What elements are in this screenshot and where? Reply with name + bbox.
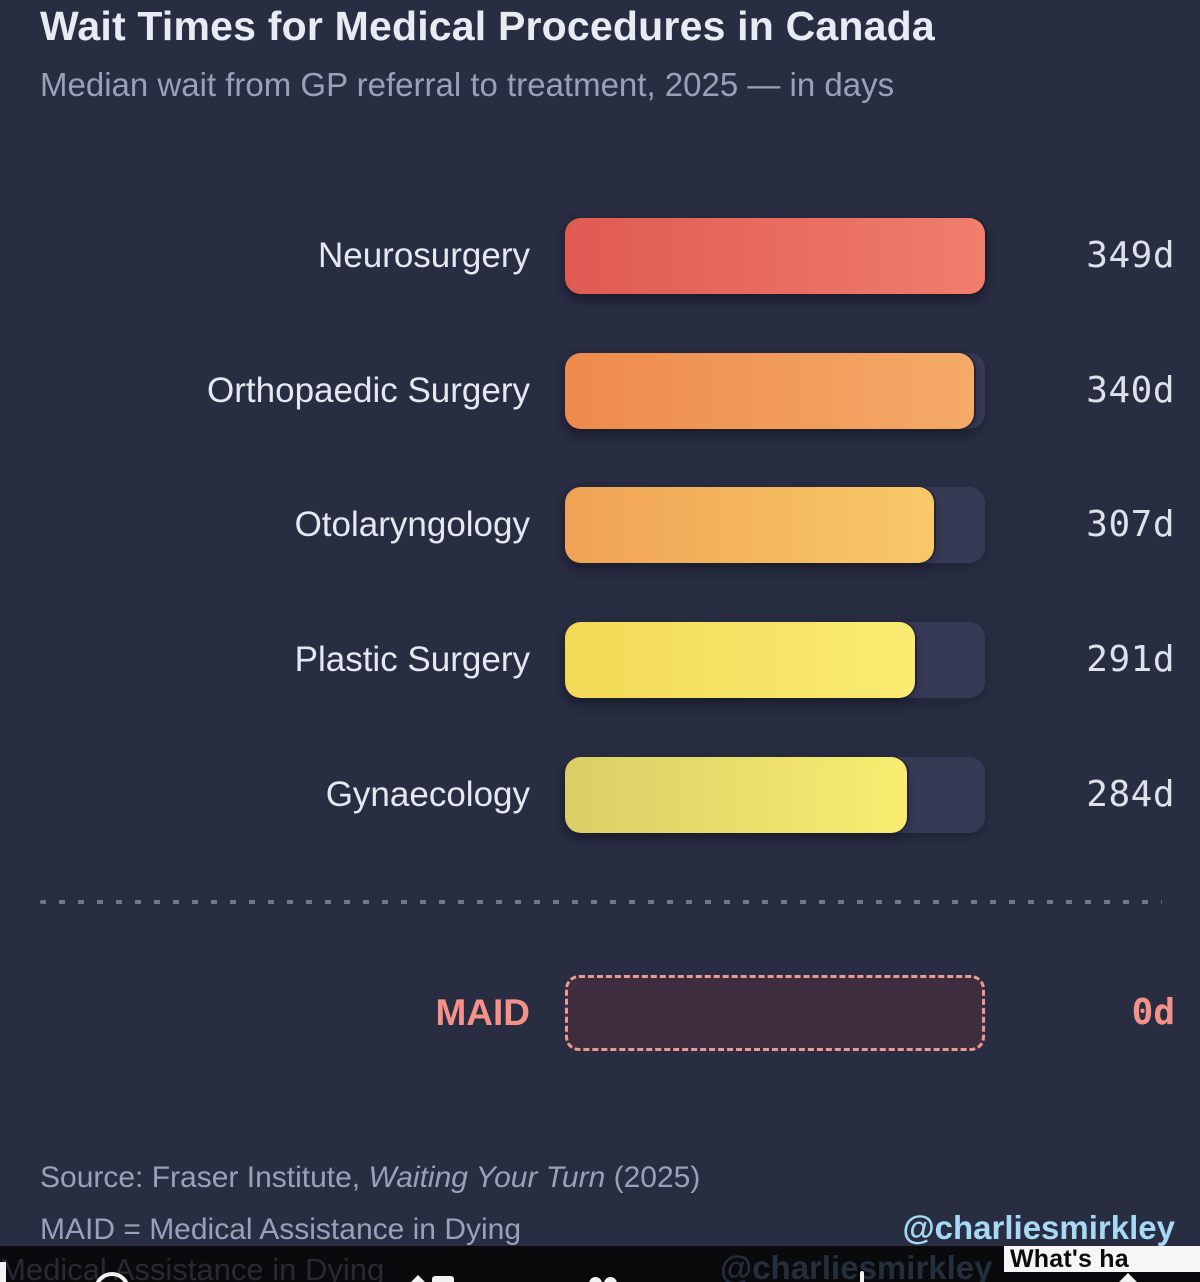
whats-happening-popup[interactable]: What's ha bbox=[1004, 1246, 1200, 1272]
author-handle[interactable]: @charliesmirkley bbox=[902, 1209, 1175, 1246]
bar-value: 284d bbox=[1086, 774, 1175, 815]
dots-icon[interactable] bbox=[604, 1277, 617, 1282]
bar-track bbox=[565, 487, 985, 563]
source-title: Waiting Your Turn bbox=[368, 1161, 606, 1194]
dashed-divider bbox=[40, 900, 1162, 904]
bar-label: Gynaecology bbox=[325, 775, 530, 814]
bar-row: Orthopaedic Surgery 340d bbox=[0, 353, 1200, 429]
source-prefix: Source: Fraser Institute, bbox=[40, 1161, 369, 1194]
maid-dashed-bar bbox=[565, 975, 985, 1051]
source-suffix: (2025) bbox=[605, 1161, 701, 1194]
ghost-handle-text: @charliesmirkley bbox=[720, 1249, 993, 1282]
maid-value: 0d bbox=[1131, 992, 1175, 1033]
bar-fill bbox=[565, 353, 975, 429]
bar-track bbox=[565, 218, 985, 294]
maid-label: MAID bbox=[435, 992, 530, 1033]
bottom-overlay-bar: Medical Assistance in Dying @charliesmir… bbox=[0, 1246, 1200, 1282]
bar-value: 307d bbox=[1086, 504, 1175, 545]
share-icon[interactable] bbox=[432, 1276, 454, 1282]
bar-track bbox=[565, 757, 985, 833]
bar-fill bbox=[565, 757, 907, 833]
bar-row: Otolaryngology 307d bbox=[0, 487, 1200, 563]
source-line: Source: Fraser Institute, Waiting Your T… bbox=[40, 1159, 700, 1197]
bar-fill bbox=[565, 218, 985, 294]
bar-track bbox=[565, 353, 985, 429]
bar-fill bbox=[565, 622, 916, 698]
bar-row: Gynaecology 284d bbox=[0, 757, 1200, 833]
ghost-note-text: Medical Assistance in Dying bbox=[0, 1252, 385, 1282]
popup-arrow-icon bbox=[1117, 1273, 1139, 1282]
bar-label: Otolaryngology bbox=[294, 505, 530, 544]
bar-value: 291d bbox=[1086, 639, 1175, 680]
bar-label: Orthopaedic Surgery bbox=[207, 371, 530, 410]
text-cursor-icon bbox=[860, 1271, 864, 1282]
bar-label: Plastic Surgery bbox=[294, 640, 530, 679]
bar-track bbox=[565, 622, 985, 698]
bar-fill bbox=[565, 487, 935, 563]
bar-label: Neurosurgery bbox=[317, 236, 530, 275]
edge-fragment-icon bbox=[0, 1262, 6, 1282]
bar-row: Plastic Surgery 291d bbox=[0, 622, 1200, 698]
page-title: Wait Times for Medical Procedures in Can… bbox=[40, 3, 935, 49]
bar-row: Neurosurgery 349d bbox=[0, 218, 1200, 294]
share-icon[interactable] bbox=[408, 1275, 428, 1282]
maid-note: MAID = Medical Assistance in Dying bbox=[40, 1213, 522, 1246]
bar-value: 340d bbox=[1086, 370, 1175, 411]
bar-value: 349d bbox=[1086, 235, 1175, 276]
page-subtitle: Median wait from GP referral to treatmen… bbox=[40, 66, 895, 103]
dots-icon[interactable] bbox=[589, 1277, 602, 1282]
